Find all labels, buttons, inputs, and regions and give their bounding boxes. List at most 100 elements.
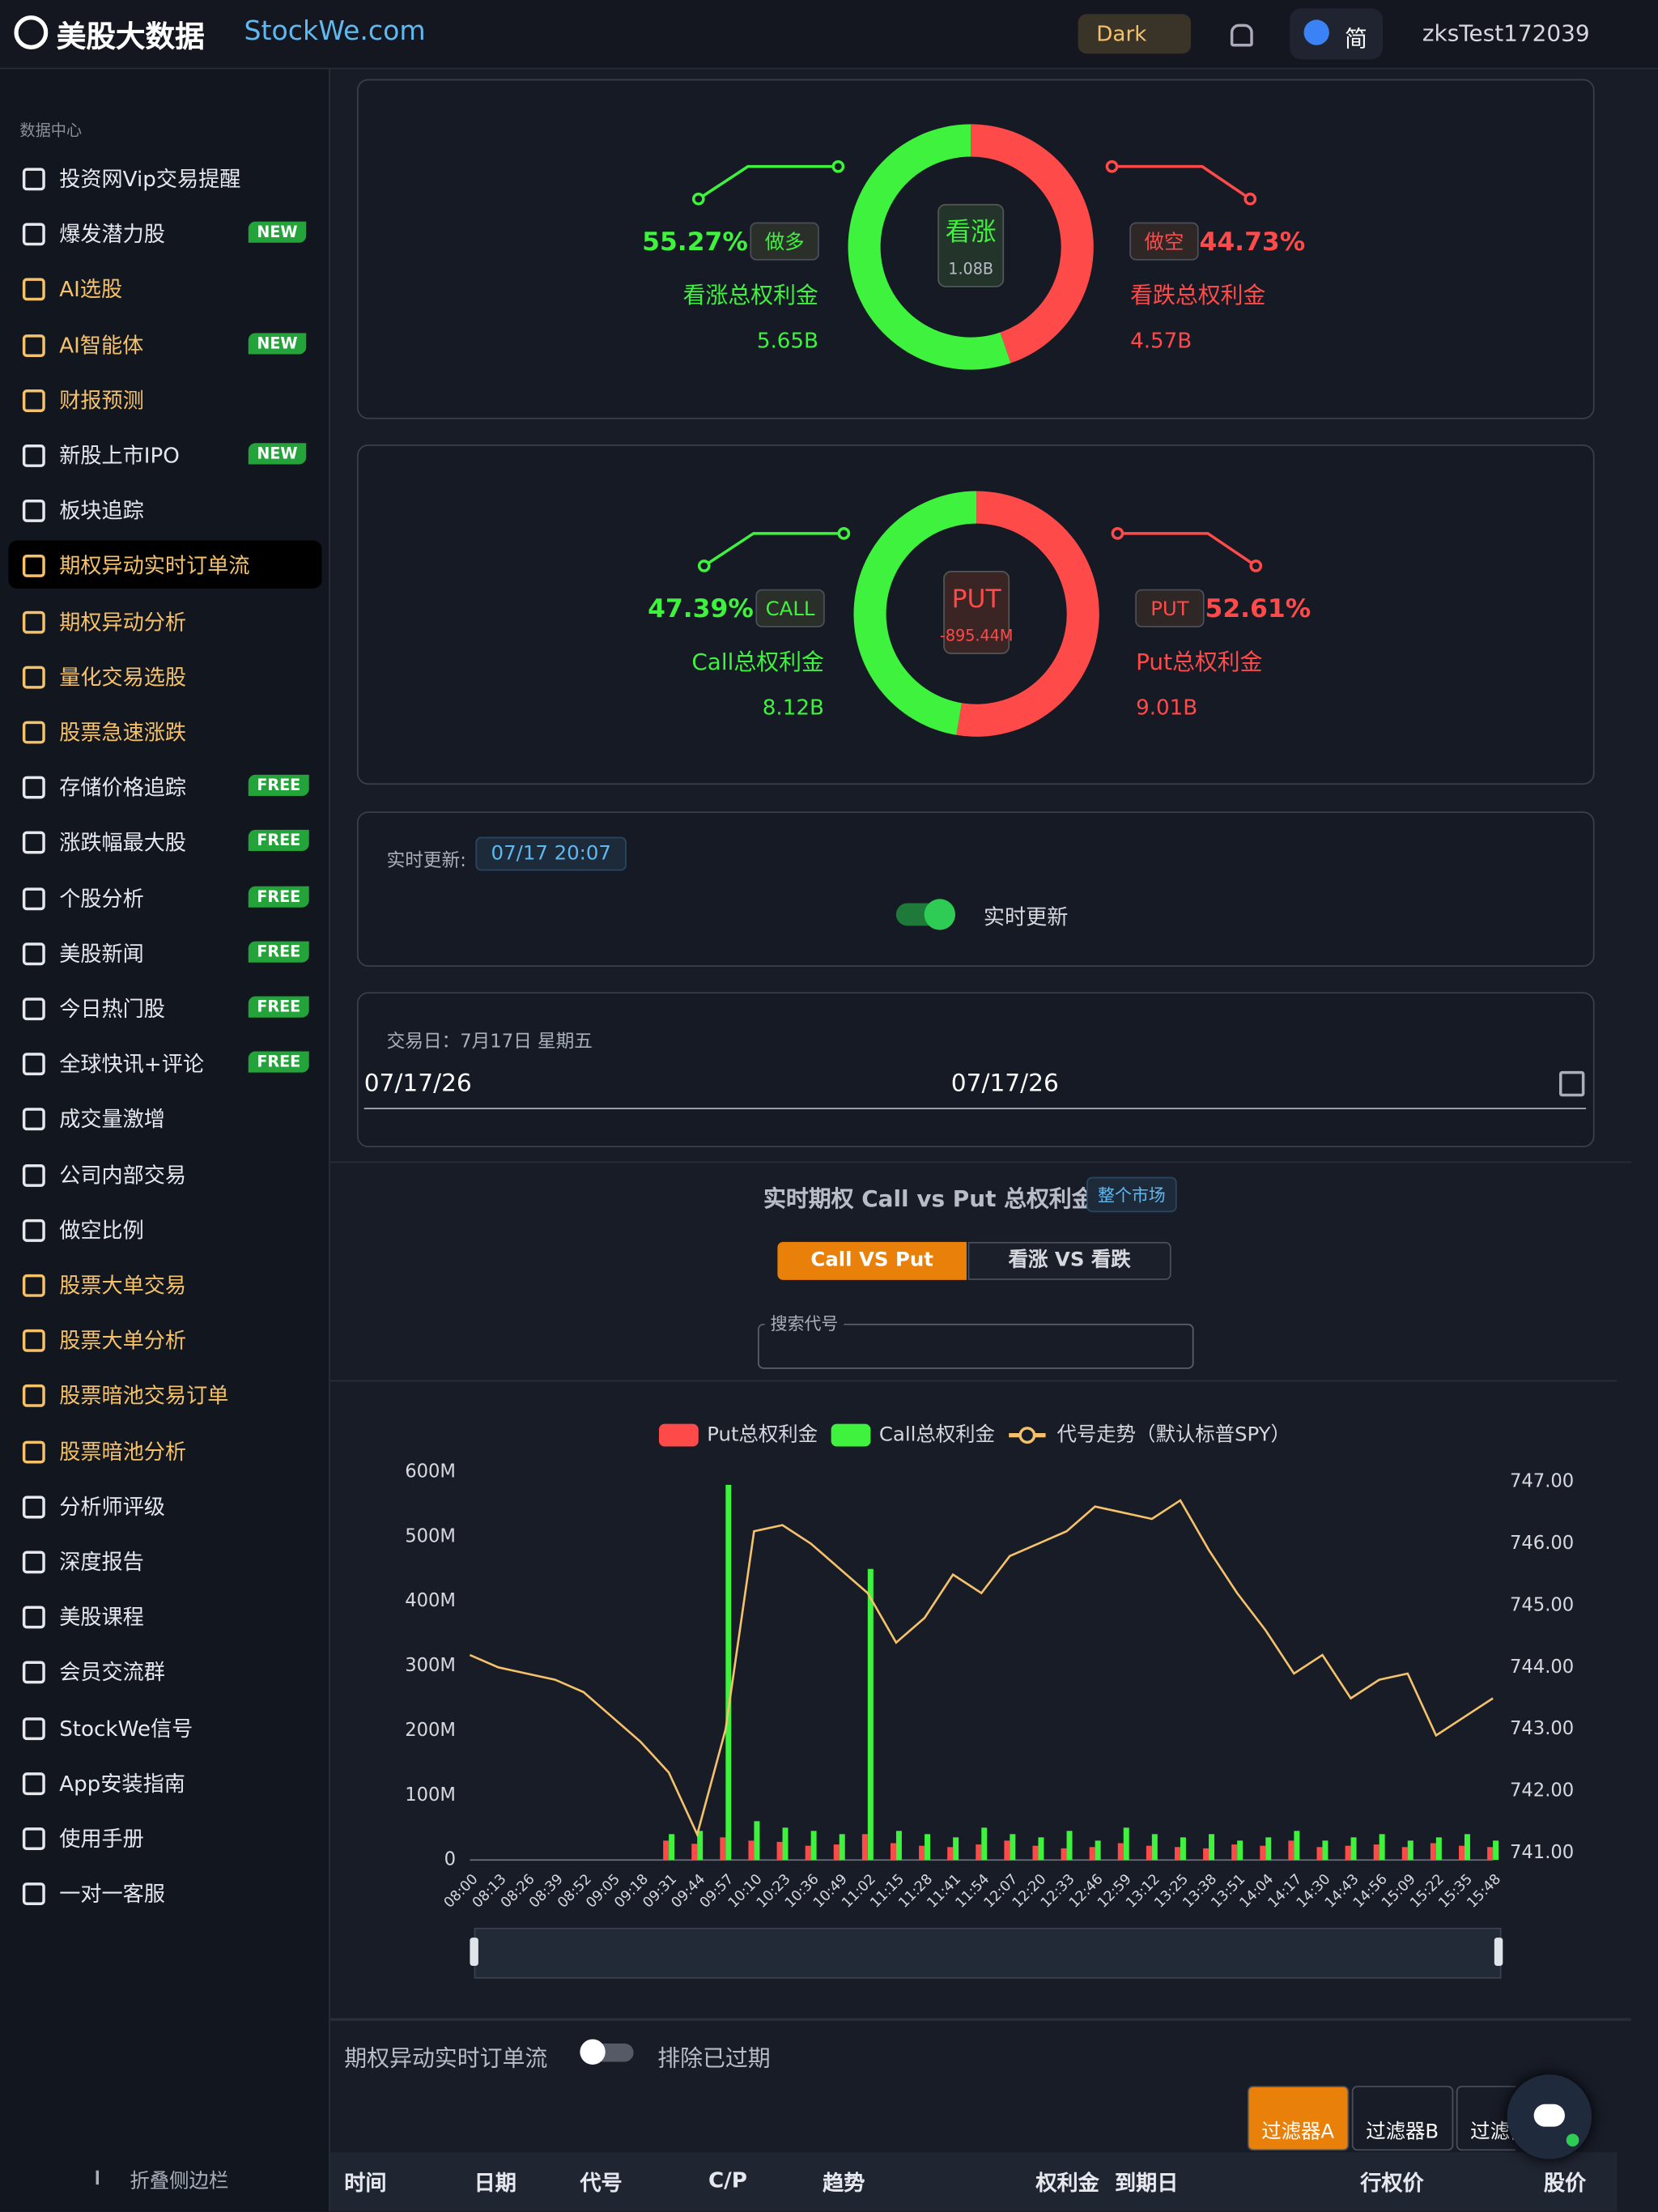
bar xyxy=(748,1840,755,1861)
column-header: 时间 xyxy=(344,2170,387,2197)
filter-button[interactable] xyxy=(1247,2086,1350,2151)
zoom-handle[interactable] xyxy=(470,1938,478,1966)
column-header: 行权价 xyxy=(1360,2170,1424,2197)
center-value: 1.08B xyxy=(948,259,993,278)
bar xyxy=(1032,1845,1039,1861)
nav-item[interactable]: 分析师评级 xyxy=(59,1494,165,1520)
nav-item[interactable]: 使用手册 xyxy=(59,1826,144,1852)
bar xyxy=(1231,1844,1238,1861)
bar xyxy=(1174,1847,1180,1861)
bar xyxy=(1345,1845,1351,1861)
legend-label: 代号走势（默认标普SPY） xyxy=(1056,1423,1290,1446)
nav-item[interactable]: 新股上市IPO xyxy=(59,443,180,469)
tab[interactable]: 看涨 VS 看跌 xyxy=(967,1241,1171,1280)
nav-item[interactable]: 会员交流群 xyxy=(59,1660,165,1686)
nav-icon xyxy=(22,1606,45,1629)
center-label: PUT xyxy=(952,585,1002,614)
filter-button[interactable] xyxy=(1351,2086,1454,2151)
zoom-slider[interactable] xyxy=(474,1927,1502,1979)
nav-item[interactable]: 成交量激增 xyxy=(59,1107,165,1133)
nav-item[interactable]: 今日热门股 xyxy=(59,996,165,1022)
user-menu[interactable]: zksTest172039 xyxy=(1422,19,1590,47)
flow-title: 期权异动实时订单流 xyxy=(344,2044,548,2072)
nav-icon xyxy=(22,1274,45,1297)
nav-icon xyxy=(22,1827,45,1851)
bar xyxy=(1316,1847,1323,1861)
nav-item[interactable]: 期权异动分析 xyxy=(59,609,187,635)
amount-title: 看涨总权利金 xyxy=(683,282,818,308)
tab[interactable]: Call VS Put xyxy=(777,1241,967,1280)
realtime-toggle-label: 实时更新 xyxy=(983,904,1069,930)
nav-badge: FREE xyxy=(248,775,309,797)
bar xyxy=(805,1845,811,1861)
collapse-sidebar[interactable]: 折叠侧边栏 xyxy=(130,2170,229,2193)
nav-item[interactable]: 深度报告 xyxy=(59,1549,144,1576)
bell[interactable] xyxy=(1230,23,1253,47)
bar xyxy=(1464,1834,1470,1861)
nav-item[interactable]: AI选股 xyxy=(59,277,123,303)
nav-item[interactable]: 公司内部交易 xyxy=(59,1162,187,1188)
nav-item[interactable]: 爆发潜力股 xyxy=(59,221,165,248)
y-tick-label: 400M xyxy=(405,1590,456,1611)
nav-item[interactable]: 全球快讯+评论 xyxy=(59,1051,204,1078)
date-label: 交易日：7月17日 星期五 xyxy=(386,1032,593,1053)
nav-item[interactable]: 做空比例 xyxy=(59,1217,144,1244)
filter-label: 过滤器A xyxy=(1261,2121,1335,2144)
bar xyxy=(1117,1843,1124,1861)
nav-item[interactable]: StockWe信号 xyxy=(59,1715,193,1742)
connector xyxy=(703,532,844,568)
nav-item[interactable]: 股票暗池分析 xyxy=(59,1439,187,1465)
center-box xyxy=(943,571,1010,654)
y-tick-label: 200M xyxy=(405,1720,456,1741)
y-tick-label: 600M xyxy=(405,1461,456,1482)
connector-dot xyxy=(1111,527,1124,540)
nav-item[interactable]: 股票大单交易 xyxy=(59,1273,187,1299)
bar xyxy=(895,1831,902,1861)
bar xyxy=(1379,1834,1385,1861)
bar xyxy=(1004,1840,1010,1861)
percent-label: 52.61% xyxy=(1205,594,1312,623)
nav-item[interactable]: 涨跌幅最大股 xyxy=(59,830,187,856)
nav-item[interactable]: 股票急速涨跌 xyxy=(59,719,187,746)
bar xyxy=(1203,1848,1209,1861)
zoom-handle[interactable] xyxy=(1494,1938,1503,1966)
nav-item[interactable]: 期权异动实时订单流 xyxy=(59,553,250,580)
nav-icon xyxy=(22,887,45,910)
nav-item[interactable]: 财报预测 xyxy=(59,387,144,414)
nav-item[interactable]: 股票大单分析 xyxy=(59,1328,187,1354)
nav-item[interactable]: App安装指南 xyxy=(59,1771,185,1797)
calendar-icon[interactable] xyxy=(1558,1070,1585,1097)
nav-item[interactable]: 美股课程 xyxy=(59,1605,144,1631)
nav-item[interactable]: 一对一客服 xyxy=(59,1881,165,1908)
amount-title: Put总权利金 xyxy=(1136,649,1263,675)
nav-item[interactable]: 投资网Vip交易提醒 xyxy=(59,166,241,193)
filter-button[interactable] xyxy=(1456,2086,1516,2151)
tag: CALL xyxy=(766,597,815,620)
nav-item[interactable]: 股票暗池交易订单 xyxy=(59,1383,229,1410)
nav-item[interactable]: AI智能体 xyxy=(59,332,144,359)
column-header: 股价 xyxy=(1543,2170,1587,2197)
nav-item[interactable]: 量化交易选股 xyxy=(59,664,187,690)
bar xyxy=(1265,1837,1272,1861)
tag: 做多 xyxy=(765,230,805,253)
date-start[interactable]: 07/17/26 xyxy=(363,1070,472,1099)
donut-segment xyxy=(853,491,977,735)
date-end[interactable]: 07/17/26 xyxy=(950,1070,1059,1099)
nav-item[interactable]: 板块追踪 xyxy=(59,498,144,524)
donut-segment xyxy=(848,124,1011,370)
nav-icon xyxy=(22,1772,45,1795)
legend-swatch xyxy=(1018,1427,1036,1444)
search-box[interactable] xyxy=(757,1323,1194,1369)
y-tick-label: 0 xyxy=(444,1849,456,1870)
tag-box xyxy=(755,589,825,627)
bar xyxy=(947,1847,954,1861)
theme-button[interactable] xyxy=(1078,14,1192,54)
nav-item[interactable]: 美股新闻 xyxy=(59,941,144,967)
nav-item[interactable]: 存储价格追踪 xyxy=(59,775,187,801)
nav-item[interactable]: 个股分析 xyxy=(59,885,144,912)
legend-swatch xyxy=(658,1423,699,1447)
date-card xyxy=(356,992,1595,1148)
nav-icon xyxy=(22,279,45,301)
nav-badge: NEW xyxy=(248,221,306,244)
